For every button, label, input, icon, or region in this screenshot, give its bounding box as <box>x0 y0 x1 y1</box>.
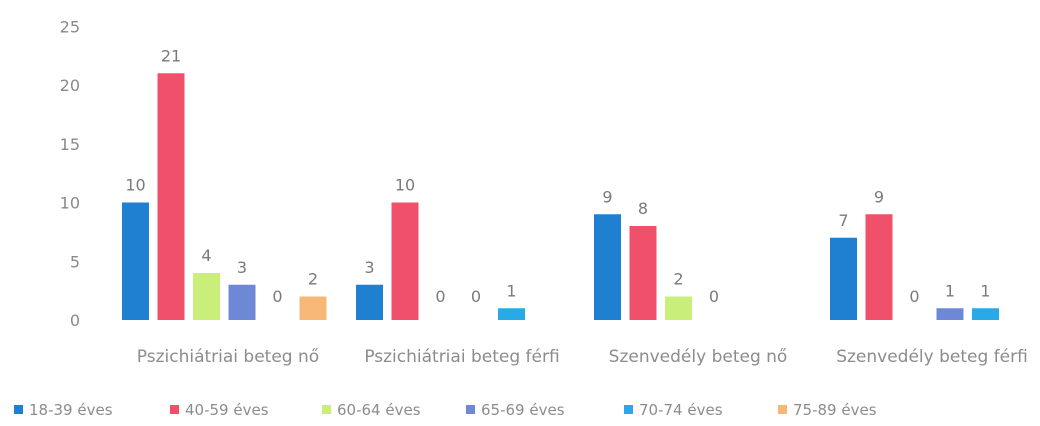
data-label: 9 <box>874 187 884 206</box>
data-label: 0 <box>471 287 481 306</box>
category-label: Pszichiátriai beteg nő <box>137 347 319 367</box>
bar <box>936 308 964 320</box>
data-label: 4 <box>201 246 211 265</box>
y-tick-label: 15 <box>60 135 80 154</box>
y-axis: 0 5 10 15 20 25 <box>60 17 80 330</box>
legend-label: 70-74 éves <box>639 401 723 419</box>
data-label: 9 <box>602 187 612 206</box>
legend-label: 40-59 éves <box>185 401 269 419</box>
bar <box>594 214 621 320</box>
legend-swatch <box>322 405 331 414</box>
data-label: 21 <box>161 46 181 65</box>
bar <box>865 214 893 320</box>
data-label: 7 <box>838 211 848 230</box>
data-label: 1 <box>980 281 990 300</box>
data-label: 0 <box>272 287 282 306</box>
legend-swatch <box>466 405 475 414</box>
y-tick-label: 20 <box>60 76 80 95</box>
legend-swatch <box>170 405 179 414</box>
legend-label: 65-69 éves <box>481 401 565 419</box>
category-label: Szenvedély beteg nő <box>609 347 788 367</box>
category-label: Pszichiátriai beteg férfi <box>364 347 559 367</box>
bar <box>629 226 657 320</box>
bar <box>498 308 525 320</box>
x-axis: Pszichiátriai beteg nő Pszichiátriai bete… <box>137 347 1028 367</box>
data-label: 8 <box>638 199 648 218</box>
bars: 10 21 4 3 0 2 3 10 0 0 1 9 8 2 0 7 9 0 1 1 <box>122 46 999 320</box>
data-label: 2 <box>673 270 683 289</box>
y-tick-label: 25 <box>60 17 80 36</box>
legend-label: 75-89 éves <box>793 401 877 419</box>
data-label: 10 <box>395 176 415 195</box>
data-label: 1 <box>945 281 955 300</box>
bar <box>193 273 220 320</box>
y-tick-label: 0 <box>70 311 80 330</box>
data-label: 0 <box>909 287 919 306</box>
legend-swatch <box>14 405 23 414</box>
bar <box>157 73 185 320</box>
legend-swatch <box>624 405 633 414</box>
bar <box>972 308 999 320</box>
legend-swatch <box>778 405 787 414</box>
bar <box>830 237 857 320</box>
bar <box>356 284 383 320</box>
y-tick-label: 5 <box>70 252 80 271</box>
data-label: 2 <box>308 270 318 289</box>
legend-label: 60-64 éves <box>337 401 421 419</box>
data-label: 3 <box>364 258 374 277</box>
y-tick-label: 10 <box>60 194 80 213</box>
data-label: 0 <box>435 287 445 306</box>
data-label: 3 <box>237 258 247 277</box>
data-label: 0 <box>709 287 719 306</box>
data-label: 1 <box>506 281 516 300</box>
legend: 18-39 éves 40-59 éves 60-64 éves 65-69 éves… <box>14 401 877 419</box>
bar <box>299 296 327 320</box>
legend-label: 18-39 éves <box>29 401 113 419</box>
data-label: 10 <box>125 176 145 195</box>
bar <box>122 202 149 320</box>
bar <box>391 202 419 320</box>
bar <box>665 296 692 320</box>
category-label: Szenvedély beteg férfi <box>836 347 1028 367</box>
bar <box>228 284 256 320</box>
